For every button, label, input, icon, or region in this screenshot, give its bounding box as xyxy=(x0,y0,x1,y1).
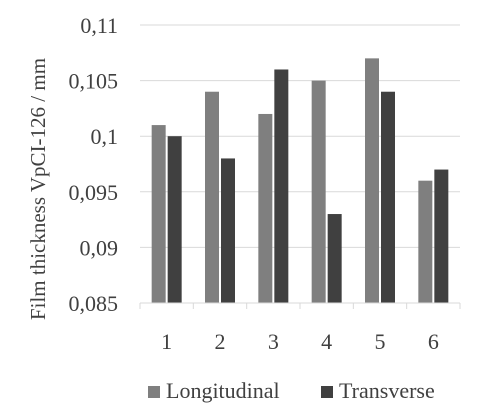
x-tick-label: 2 xyxy=(215,329,226,354)
x-tick-label: 3 xyxy=(268,329,279,354)
legend-label-longitudinal: Longitudinal xyxy=(166,378,280,403)
x-tick-label: 1 xyxy=(161,329,172,354)
bar-transverse-2 xyxy=(221,158,235,303)
bar-longitudinal-5 xyxy=(365,58,379,303)
x-tick-label: 4 xyxy=(321,329,332,354)
y-tick-label: 0,11 xyxy=(80,13,118,38)
legend: Longitudinal Transverse xyxy=(148,378,435,403)
bar-longitudinal-2 xyxy=(205,91,219,303)
legend-swatch-transverse xyxy=(321,386,333,398)
y-tick-label: 0,1 xyxy=(91,124,119,149)
gridlines xyxy=(140,24,460,248)
y-tick-label: 0,085 xyxy=(69,291,119,316)
bar-longitudinal-4 xyxy=(311,80,326,303)
bar-longitudinal-1 xyxy=(151,125,166,303)
y-axis-tick-labels: 0,085 0,09 0,095 0,1 0,105 0,11 xyxy=(69,13,119,316)
legend-swatch-longitudinal xyxy=(148,386,160,398)
x-tick-label: 6 xyxy=(428,329,439,354)
bar-transverse-6 xyxy=(434,169,449,303)
x-tick-label: 5 xyxy=(375,329,386,354)
bar-transverse-3 xyxy=(274,69,289,303)
bar-transverse-4 xyxy=(327,214,342,303)
bar-transverse-5 xyxy=(381,91,395,303)
y-tick-label: 0,105 xyxy=(69,69,119,94)
bar-transverse-1 xyxy=(167,136,182,303)
bars xyxy=(151,58,449,304)
y-tick-label: 0,095 xyxy=(69,180,119,205)
x-axis-tick-labels: 1 2 3 4 5 6 xyxy=(161,329,439,354)
bar-longitudinal-3 xyxy=(258,113,273,304)
legend-label-transverse: Transverse xyxy=(339,378,435,403)
y-tick-label: 0,09 xyxy=(80,235,119,260)
bar-longitudinal-6 xyxy=(418,180,433,303)
y-axis-label: Film thickness VpCI-126 / mm xyxy=(26,58,50,320)
x-axis xyxy=(139,302,461,309)
